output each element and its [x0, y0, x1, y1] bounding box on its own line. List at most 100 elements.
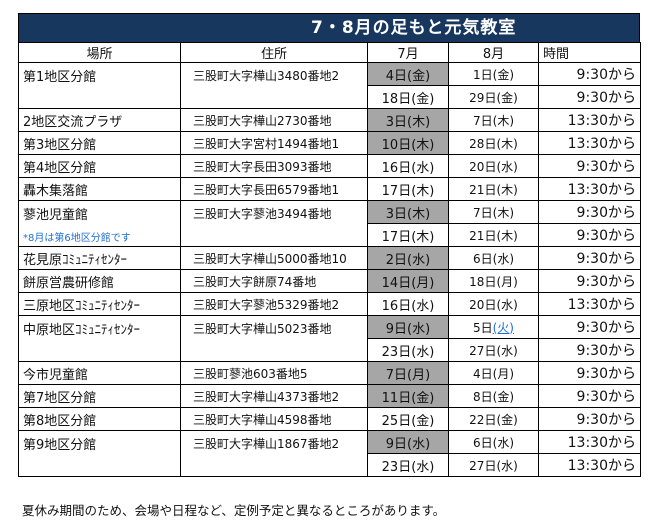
address-cell: 三股町大字樺山1867番地2 [180, 430, 368, 477]
address-cell: 三股町大字樺山4598番地 [180, 407, 368, 431]
time-cell: 9:30から [538, 315, 641, 339]
table-row: 17日(木) 21日(木) 9:30から [19, 223, 641, 247]
place-cell: 第4地区分館 [18, 154, 181, 178]
august-date: 27日(水) [448, 338, 539, 362]
header-august: 8月 [448, 42, 539, 63]
place-cell: 第9地区分館 [18, 430, 181, 477]
time-cell: 13:30から [538, 177, 641, 201]
july-date: 23日(水) [367, 453, 449, 477]
time-cell: 13:30から [538, 108, 641, 132]
august-date: 21日(木) [448, 177, 539, 201]
august-date: 20日(水) [448, 154, 539, 178]
time-cell: 9:30から [538, 154, 641, 178]
july-date: 18日(金) [367, 85, 449, 109]
time-cell: 13:30から [538, 131, 641, 155]
address-cell: 三股町大字樺山2730番地 [180, 108, 368, 132]
time-cell: 9:30から [538, 246, 641, 270]
time-cell: 9:30から [538, 361, 641, 385]
table-row: 18日(金) 29日(金) 9:30から [19, 85, 641, 109]
table-row: 花見原ｺﾐｭﾆﾃｨｾﾝﾀｰ 三股町大字樺山5000番地10 2日(水) 6日(水… [18, 246, 641, 270]
place-name: 蓼池児童館 [23, 208, 89, 223]
page-title: 7・8月の足もと元気教室 [18, 13, 640, 42]
august-date: 7日(木) [448, 108, 539, 132]
august-date: 21日(木) [448, 223, 539, 247]
address-cell: 三股町大字樺山3480番地2 [180, 62, 368, 109]
address-cell: 三股町大字宮村1494番地1 [180, 131, 368, 155]
time-cell: 13:30から [538, 292, 641, 316]
address-cell: 三股町大字餅原74番地 [180, 269, 368, 293]
august-date: 27日(水) [448, 453, 539, 477]
august-date: 4日(月) [448, 361, 539, 385]
july-date: 16日(水) [367, 154, 449, 178]
august-date: 29日(金) [448, 85, 539, 109]
address-cell: 三股町大字蓼池3494番地 [180, 200, 368, 247]
table-row: 三原地区ｺﾐｭﾆﾃｨｾﾝﾀｰ 三股町大字蓼池5329番地2 16日(水) 20日… [18, 292, 641, 316]
table-row: 23日(水) 27日(水) 9:30から [19, 338, 641, 362]
header-place: 場所 [18, 42, 181, 63]
place-cell: 三原地区ｺﾐｭﾆﾃｨｾﾝﾀｰ [18, 292, 181, 316]
place-cell: 2地区交流プラザ [18, 108, 181, 132]
july-date: 17日(木) [367, 223, 449, 247]
july-date: 3日(木) [367, 108, 449, 132]
address-cell: 三股町大字樺山4373番地2 [180, 384, 368, 408]
july-date: 9日(水) [367, 430, 449, 454]
table-row: 2地区交流プラザ 三股町大字樺山2730番地 3日(木) 7日(木) 13:30… [18, 108, 641, 132]
time-cell: 9:30から [538, 407, 641, 431]
place-cell: 中原地区ｺﾐｭﾆﾃｨｾﾝﾀｰ [18, 315, 181, 362]
table-row: 轟木集落館 三股町大字長田6579番地1 17日(木) 21日(木) 13:30… [18, 177, 641, 201]
july-date: 2日(水) [367, 246, 449, 270]
address-cell: 三股町大字蓼池5329番地2 [180, 292, 368, 316]
july-date: 11日(金) [367, 384, 449, 408]
schedule-table: 場所 住所 7月 8月 時間 第1地区分館 三股町大字樺山3480番地2 4日(… [18, 42, 641, 477]
table-row: 23日(水) 27日(水) 13:30から [19, 453, 641, 477]
august-date: 8日(金) [448, 384, 539, 408]
july-date: 25日(金) [367, 407, 449, 431]
august-date: 20日(水) [448, 292, 539, 316]
table-row: 第8地区分館 三股町大字樺山4598番地 25日(金) 22日(金) 9:30か… [18, 407, 641, 431]
table-row: 中原地区ｺﾐｭﾆﾃｨｾﾝﾀｰ 三股町大字樺山5023番地 9日(水) 5日(火)… [18, 315, 641, 362]
august-date-link[interactable]: (火) [492, 320, 514, 335]
august-date: 18日(月) [448, 269, 539, 293]
july-date: 4日(金) [367, 62, 449, 86]
july-date: 17日(木) [367, 177, 449, 201]
place-cell: 轟木集落館 [18, 177, 181, 201]
august-date: 28日(木) [448, 131, 539, 155]
august-date: 6日(水) [448, 246, 539, 270]
july-date: 16日(水) [367, 292, 449, 316]
table-row: 餅原営農研修館 三股町大字餅原74番地 14日(月) 18日(月) 9:30から [18, 269, 641, 293]
address-cell: 三股町大字長田3093番地 [180, 154, 368, 178]
footer-note: 夏休み期間のため、会場や日程など、定例予定と異なるところがあります。 [22, 503, 446, 518]
table-row: 第3地区分館 三股町大字宮村1494番地1 10日(木) 28日(木) 13:3… [18, 131, 641, 155]
july-date: 23日(水) [367, 338, 449, 362]
address-cell: 三股町大字樺山5023番地 [180, 315, 368, 362]
table-row: 第9地区分館 三股町大字樺山1867番地2 9日(水) 6日(水) 13:30か… [18, 430, 641, 477]
august-date: 5日(火) [448, 315, 539, 339]
time-cell: 13:30から [538, 430, 641, 454]
time-cell: 9:30から [538, 338, 641, 362]
place-cell: 花見原ｺﾐｭﾆﾃｨｾﾝﾀｰ [18, 246, 181, 270]
august-date: 22日(金) [448, 407, 539, 431]
table-row: 今市児童館 三股町蓼池603番地5 7日(月) 4日(月) 9:30から [18, 361, 641, 385]
place-cell: 第3地区分館 [18, 131, 181, 155]
august-date: 7日(木) [448, 200, 539, 224]
time-cell: 9:30から [538, 269, 641, 293]
time-cell: 9:30から [538, 200, 641, 224]
place-cell: 今市児童館 [18, 361, 181, 385]
table-row: 蓼池児童館 *8月は第6地区分館です 三股町大字蓼池3494番地 3日(木) 7… [18, 200, 641, 247]
time-cell: 9:30から [538, 85, 641, 109]
place-cell: 第1地区分館 [18, 62, 181, 109]
time-cell: 13:30から [538, 453, 641, 477]
address-cell: 三股町蓼池603番地5 [180, 361, 368, 385]
header-row: 場所 住所 7月 8月 時間 [18, 42, 641, 63]
time-cell: 9:30から [538, 62, 641, 86]
july-date: 7日(月) [367, 361, 449, 385]
august-date-day: 5日 [472, 320, 493, 335]
table-row: 第4地区分館 三股町大字長田3093番地 16日(水) 20日(水) 9:30か… [18, 154, 641, 178]
july-date: 3日(木) [367, 200, 449, 224]
table-row: 第7地区分館 三股町大字樺山4373番地2 11日(金) 8日(金) 9:30か… [18, 384, 641, 408]
time-cell: 9:30から [538, 223, 641, 247]
place-cell: 第8地区分館 [18, 407, 181, 431]
place-note: *8月は第6地区分館です [23, 233, 131, 244]
address-cell: 三股町大字長田6579番地1 [180, 177, 368, 201]
place-cell: 蓼池児童館 *8月は第6地区分館です [18, 200, 181, 247]
